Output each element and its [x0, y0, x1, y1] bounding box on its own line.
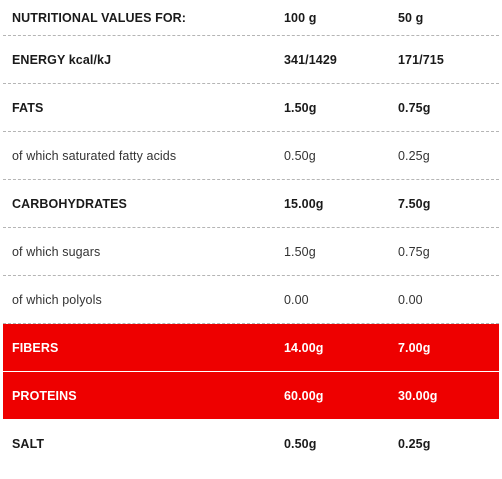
row-label: FIBERS: [12, 340, 59, 355]
row-label: CARBOHYDRATES: [12, 196, 127, 211]
header-100g: 100 g: [284, 10, 317, 25]
table-header-row: NUTRITIONAL VALUES FOR: 100 g 50 g: [3, 0, 499, 36]
row-value-100g: 14.00g: [284, 340, 324, 355]
table-row-proteins: PROTEINS 60.00g 30.00g: [3, 372, 499, 420]
row-value-50g: 0.25g: [398, 148, 430, 163]
table-row-salt: SALT 0.50g 0.25g: [3, 420, 499, 468]
table-row-energy: ENERGY kcal/kJ 341/1429 171/715: [3, 36, 499, 84]
table-row-fibers: FIBERS 14.00g 7.00g: [3, 324, 499, 372]
table-row-saturated-fatty-acids: of which saturated fatty acids 0.50g 0.2…: [3, 132, 499, 180]
row-value-100g: 341/1429: [284, 52, 337, 67]
row-value-50g: 30.00g: [398, 388, 438, 403]
header-label: NUTRITIONAL VALUES FOR:: [12, 10, 187, 25]
row-value-100g: 60.00g: [284, 388, 324, 403]
row-label: SALT: [12, 437, 45, 451]
row-value-50g: 0.75g: [398, 100, 431, 115]
row-value-100g: 0.50g: [284, 148, 316, 163]
row-value-100g: 1.50g: [284, 100, 317, 115]
header-50g: 50 g: [398, 10, 424, 25]
row-value-50g: 7.00g: [398, 340, 431, 355]
row-value-100g: 0.00: [284, 292, 309, 307]
table-row-carbohydrates: CARBOHYDRATES 15.00g 7.50g: [3, 180, 499, 228]
row-value-100g: 15.00g: [284, 196, 324, 211]
table-row-sugars: of which sugars 1.50g 0.75g: [3, 228, 499, 276]
row-label: of which saturated fatty acids: [12, 148, 177, 163]
row-value-50g: 0.75g: [398, 244, 430, 259]
row-label: of which polyols: [12, 292, 102, 307]
table-row-fats: FATS 1.50g 0.75g: [3, 84, 499, 132]
row-value-50g: 0.25g: [398, 437, 431, 451]
row-value-50g: 7.50g: [398, 196, 431, 211]
row-value-50g: 0.00: [398, 292, 423, 307]
row-label: FATS: [12, 100, 44, 115]
row-value-100g: 0.50g: [284, 437, 317, 451]
row-value-100g: 1.50g: [284, 244, 316, 259]
table-row-polyols: of which polyols 0.00 0.00: [3, 276, 499, 324]
row-label: ENERGY kcal/kJ: [12, 52, 112, 67]
row-label: of which sugars: [12, 244, 101, 259]
row-label: PROTEINS: [12, 388, 77, 403]
row-value-50g: 171/715: [398, 52, 444, 67]
